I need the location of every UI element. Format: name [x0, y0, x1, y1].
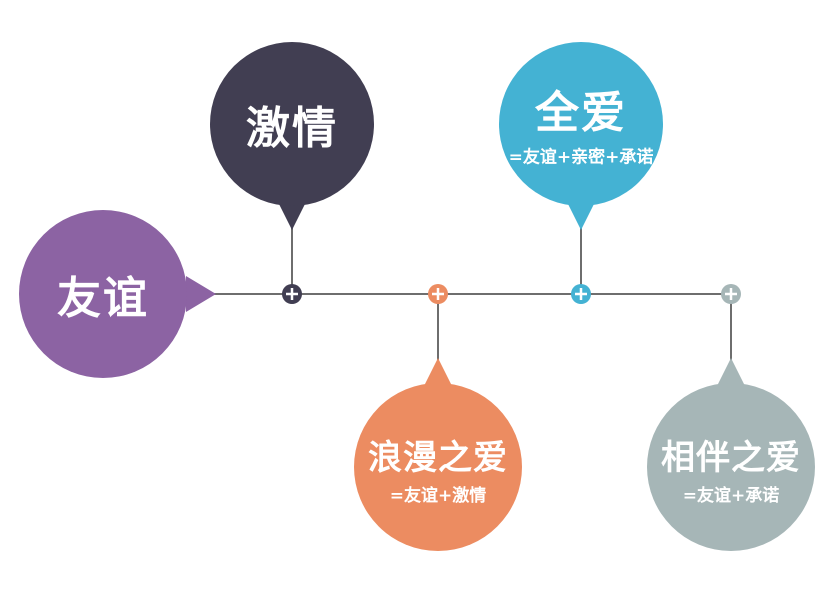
friendship-bubble [19, 210, 216, 378]
passion-label: 激情 [246, 92, 338, 156]
romantic-title: 浪漫之爱 [368, 438, 508, 478]
romantic-label: 浪漫之爱 =友谊+激情 [368, 430, 508, 506]
companionate-plus-icon [721, 284, 741, 304]
companionate-bubble [647, 358, 815, 551]
romantic-bubble [354, 358, 522, 551]
complete-plus-icon [571, 284, 591, 304]
complete-formula: =友谊+亲密+承诺 [508, 147, 654, 168]
complete-title: 全爱 [534, 87, 627, 139]
passion-title: 激情 [246, 103, 338, 154]
companionate-label: 相伴之爱 =友谊+承诺 [661, 430, 801, 506]
complete-bubble [499, 42, 663, 230]
complete-label: 全爱 =友谊+亲密+承诺 [509, 77, 654, 168]
companionate-title: 相伴之爱 [661, 438, 801, 478]
companionate-formula: =友谊+承诺 [682, 486, 780, 506]
passion-plus-icon [282, 284, 302, 304]
passion-bubble [210, 42, 374, 230]
friendship-label: 友谊 [57, 262, 149, 326]
friendship-title: 友谊 [57, 273, 149, 324]
romantic-plus-icon [428, 284, 448, 304]
romantic-formula: =友谊+激情 [389, 486, 487, 506]
